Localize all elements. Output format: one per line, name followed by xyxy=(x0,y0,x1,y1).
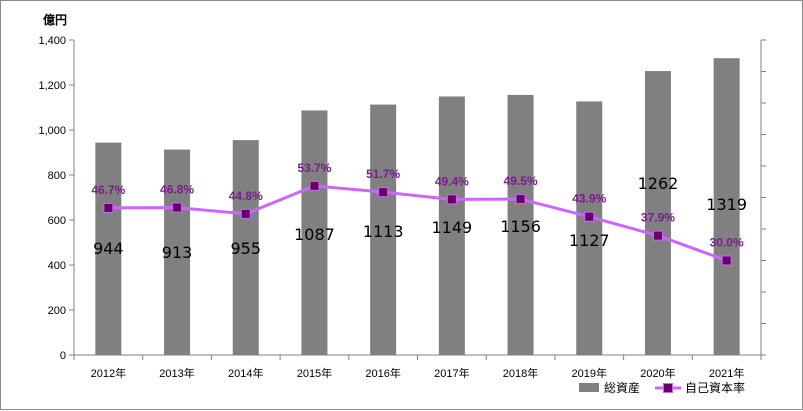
line-data-label: 43.9% xyxy=(572,192,606,206)
x-tick-label: 2016年 xyxy=(365,366,400,380)
y-tick-label: 800 xyxy=(48,170,66,182)
x-tick-label: 2019年 xyxy=(572,366,607,380)
bar xyxy=(164,149,191,355)
bar-labels: 944 913 955 1087 1113 1149 1156 1127 1262 1319 xyxy=(93,174,747,262)
y-tick-label: 200 xyxy=(48,305,66,317)
bar-data-label: 1087 xyxy=(294,225,335,244)
y-tick-label: 1,400 xyxy=(38,35,66,47)
secondary-y-axis xyxy=(760,39,766,356)
line-data-label: 49.5% xyxy=(504,174,538,188)
bar xyxy=(713,58,740,355)
y-axis: 0 200 400 600 800 1,000 1,200 1,400 xyxy=(38,35,75,362)
bar-data-label: 1319 xyxy=(706,195,747,214)
line-path xyxy=(108,184,728,262)
bar-data-label: 1127 xyxy=(569,231,610,250)
bar xyxy=(576,101,603,355)
legend-swatch-marker xyxy=(663,383,673,393)
line-marker xyxy=(240,208,251,219)
y-tick-label: 400 xyxy=(48,260,66,272)
line-marker xyxy=(446,194,457,205)
bar xyxy=(232,140,259,355)
x-tick-label: 2014年 xyxy=(228,366,263,380)
x-tick-label: 2018年 xyxy=(503,366,538,380)
bar-data-label: 955 xyxy=(230,239,261,258)
line-data-label: 51.7% xyxy=(366,167,400,181)
bar-data-label: 1149 xyxy=(431,218,472,237)
bar-data-label: 1113 xyxy=(363,222,404,241)
x-tick-label: 2021年 xyxy=(709,366,744,380)
y-tick-label: 1,000 xyxy=(38,125,66,137)
bar xyxy=(370,104,397,355)
bar-data-label: 944 xyxy=(93,239,124,258)
line-data-label: 46.7% xyxy=(91,183,125,197)
line-data-label: 30.0% xyxy=(710,236,744,250)
legend: 総資産 自己資本率 xyxy=(579,380,745,395)
legend-label-line: 自己資本率 xyxy=(685,380,745,395)
line-data-label: 46.8% xyxy=(160,183,194,197)
line-data-label: 37.9% xyxy=(641,211,675,225)
line-data-label: 49.4% xyxy=(435,174,469,188)
line-labels: 46.7% 46.8% 44.8% 53.7% 51.7% 49.4% 49.5% 43.9%… xyxy=(91,161,744,250)
x-tick-label: 2020年 xyxy=(640,366,675,380)
line-marker xyxy=(515,194,526,205)
line-marker xyxy=(378,187,389,198)
line-marker xyxy=(172,202,183,213)
x-tick-label: 2012年 xyxy=(91,366,126,380)
bar-series xyxy=(95,58,740,356)
x-tick-label: 2017年 xyxy=(434,366,469,380)
bar xyxy=(507,94,534,356)
bar xyxy=(644,71,671,356)
line-data-label: 44.8% xyxy=(229,189,263,203)
line-marker xyxy=(103,202,114,213)
line-series xyxy=(103,180,732,266)
bar-data-label: 913 xyxy=(162,243,193,262)
x-axis: 2012年 2013年 2014年 2015年 2016年 2017年 2018年 2019年… xyxy=(73,354,762,380)
line-marker xyxy=(721,255,732,266)
bar xyxy=(301,110,328,355)
legend-swatch-bar xyxy=(579,383,599,392)
bar xyxy=(95,142,122,355)
bar-data-label: 1156 xyxy=(500,217,541,236)
bar-data-label: 1262 xyxy=(638,174,679,193)
line-marker xyxy=(584,211,595,222)
y-axis-unit-label: 億円 xyxy=(43,12,67,27)
x-tick-label: 2013年 xyxy=(159,366,194,380)
y-tick-label: 600 xyxy=(48,215,66,227)
y-tick-label: 0 xyxy=(60,350,66,362)
line-marker xyxy=(309,180,320,191)
bar xyxy=(438,96,465,355)
line-marker xyxy=(652,230,663,241)
line-data-label: 53.7% xyxy=(297,161,331,175)
legend-label-bar: 総資産 xyxy=(604,380,640,395)
x-tick-label: 2015年 xyxy=(297,366,332,380)
y-tick-label: 1,200 xyxy=(38,80,66,92)
